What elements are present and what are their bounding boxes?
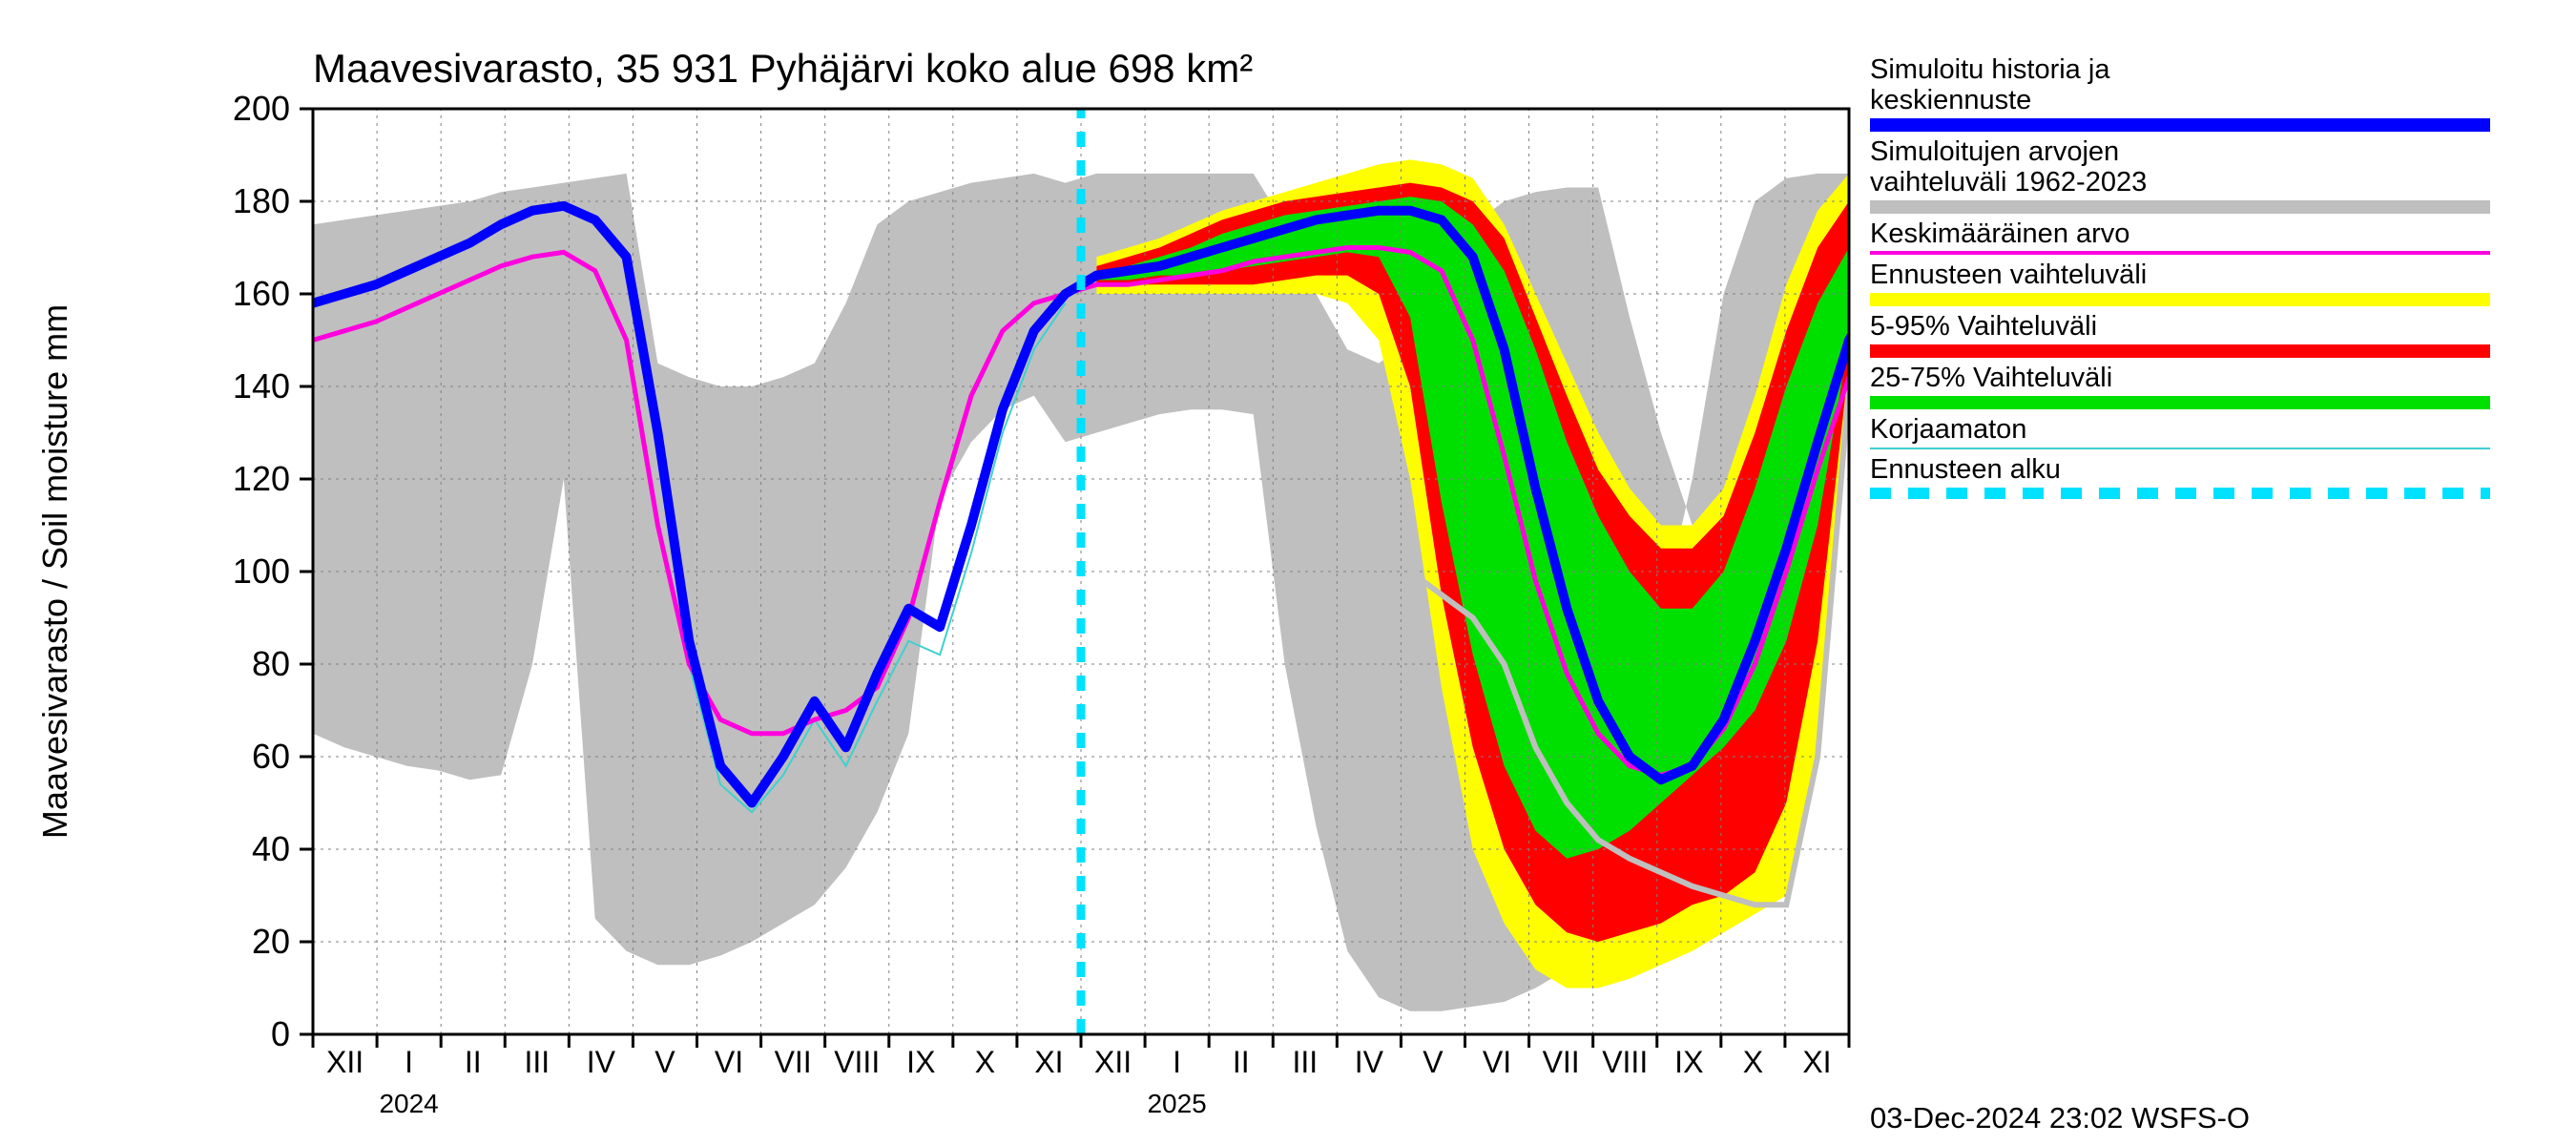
ytick-label: 20 — [252, 922, 290, 961]
xtick-month: VII — [775, 1045, 812, 1079]
xtick-month: II — [465, 1045, 482, 1079]
ytick-label: 80 — [252, 644, 290, 683]
xtick-month: VI — [715, 1045, 743, 1079]
xtick-month: I — [405, 1045, 413, 1079]
xtick-month: XI — [1802, 1045, 1831, 1079]
legend-item-blue_line: Simuloitu historia jakeskiennuste — [1870, 55, 2538, 132]
legend-label: Simuloitu historia ja — [1870, 55, 2538, 86]
xtick-month: V — [1423, 1045, 1444, 1079]
xtick-month: XII — [1094, 1045, 1132, 1079]
legend-swatch — [1870, 344, 2490, 358]
xtick-month: III — [524, 1045, 550, 1079]
ytick-label: 180 — [233, 181, 290, 220]
legend-label: Keskimääräinen arvo — [1870, 219, 2538, 250]
xtick-year: 2024 — [379, 1089, 438, 1118]
xtick-month: IX — [906, 1045, 935, 1079]
ytick-label: 100 — [233, 552, 290, 591]
legend-label: 5-95% Vaihteluväli — [1870, 312, 2538, 343]
legend-item-magenta_line: Keskimääräinen arvo — [1870, 219, 2538, 256]
xtick-month: VIII — [834, 1045, 880, 1079]
xtick-month: III — [1292, 1045, 1318, 1079]
xtick-month: IV — [587, 1045, 616, 1079]
xtick-month: XI — [1034, 1045, 1063, 1079]
chart-title: Maavesivarasto, 35 931 Pyhäjärvi koko al… — [313, 46, 1253, 91]
legend-label: vaihteluväli 1962-2023 — [1870, 168, 2538, 198]
legend-item-green_band: 25-75% Vaihteluväli — [1870, 364, 2538, 409]
xtick-month: V — [654, 1045, 675, 1079]
legend-label: Ennusteen vaihteluväli — [1870, 260, 2538, 291]
legend-label: Simuloitujen arvojen — [1870, 137, 2538, 168]
legend-label: keskiennuste — [1870, 86, 2538, 116]
legend-label: Korjaamaton — [1870, 415, 2538, 446]
legend-item-thin_cyan: Korjaamaton — [1870, 415, 2538, 449]
ytick-label: 60 — [252, 737, 290, 776]
legend-swatch — [1870, 200, 2490, 214]
xtick-month: VI — [1483, 1045, 1511, 1079]
legend-item-red_band: 5-95% Vaihteluväli — [1870, 312, 2538, 358]
y-axis-label: Maavesivarasto / Soil moisture mm — [35, 304, 74, 839]
legend-item-yellow_band: Ennusteen vaihteluväli — [1870, 260, 2538, 306]
legend-item-cyan_dash: Ennusteen alku — [1870, 455, 2538, 499]
legend-swatch — [1870, 488, 2490, 499]
xtick-month: II — [1233, 1045, 1250, 1079]
legend-label: Ennusteen alku — [1870, 455, 2538, 486]
legend-swatch — [1870, 396, 2490, 409]
ytick-label: 40 — [252, 829, 290, 868]
legend-swatch — [1870, 293, 2490, 306]
legend: Simuloitu historia jakeskiennusteSimuloi… — [1870, 55, 2538, 505]
ytick-label: 140 — [233, 366, 290, 406]
xtick-month: VII — [1543, 1045, 1580, 1079]
chart-page: 0 20 40 60 80 100 120 140 160 180 200 Maavesivarast… — [0, 0, 2576, 1145]
xtick-month: X — [975, 1045, 995, 1079]
xtick-month: X — [1743, 1045, 1763, 1079]
legend-swatch — [1870, 118, 2490, 132]
xtick-month: IX — [1674, 1045, 1703, 1079]
ytick-label: 160 — [233, 274, 290, 313]
xtick-year: 2025 — [1147, 1089, 1206, 1118]
ytick-label: 0 — [271, 1014, 290, 1053]
legend-swatch — [1870, 448, 2490, 449]
xtick-month: I — [1173, 1045, 1181, 1079]
legend-label: 25-75% Vaihteluväli — [1870, 364, 2538, 394]
xtick-month: XII — [326, 1045, 364, 1079]
timestamp-footer: 03-Dec-2024 23:02 WSFS-O — [1870, 1101, 2250, 1135]
legend-swatch — [1870, 251, 2490, 255]
xtick-month: VIII — [1602, 1045, 1648, 1079]
xtick-month: IV — [1355, 1045, 1384, 1079]
ytick-label: 120 — [233, 459, 290, 498]
ytick-label: 200 — [233, 89, 290, 128]
legend-item-grey_band: Simuloitujen arvojenvaihteluväli 1962-20… — [1870, 137, 2538, 214]
